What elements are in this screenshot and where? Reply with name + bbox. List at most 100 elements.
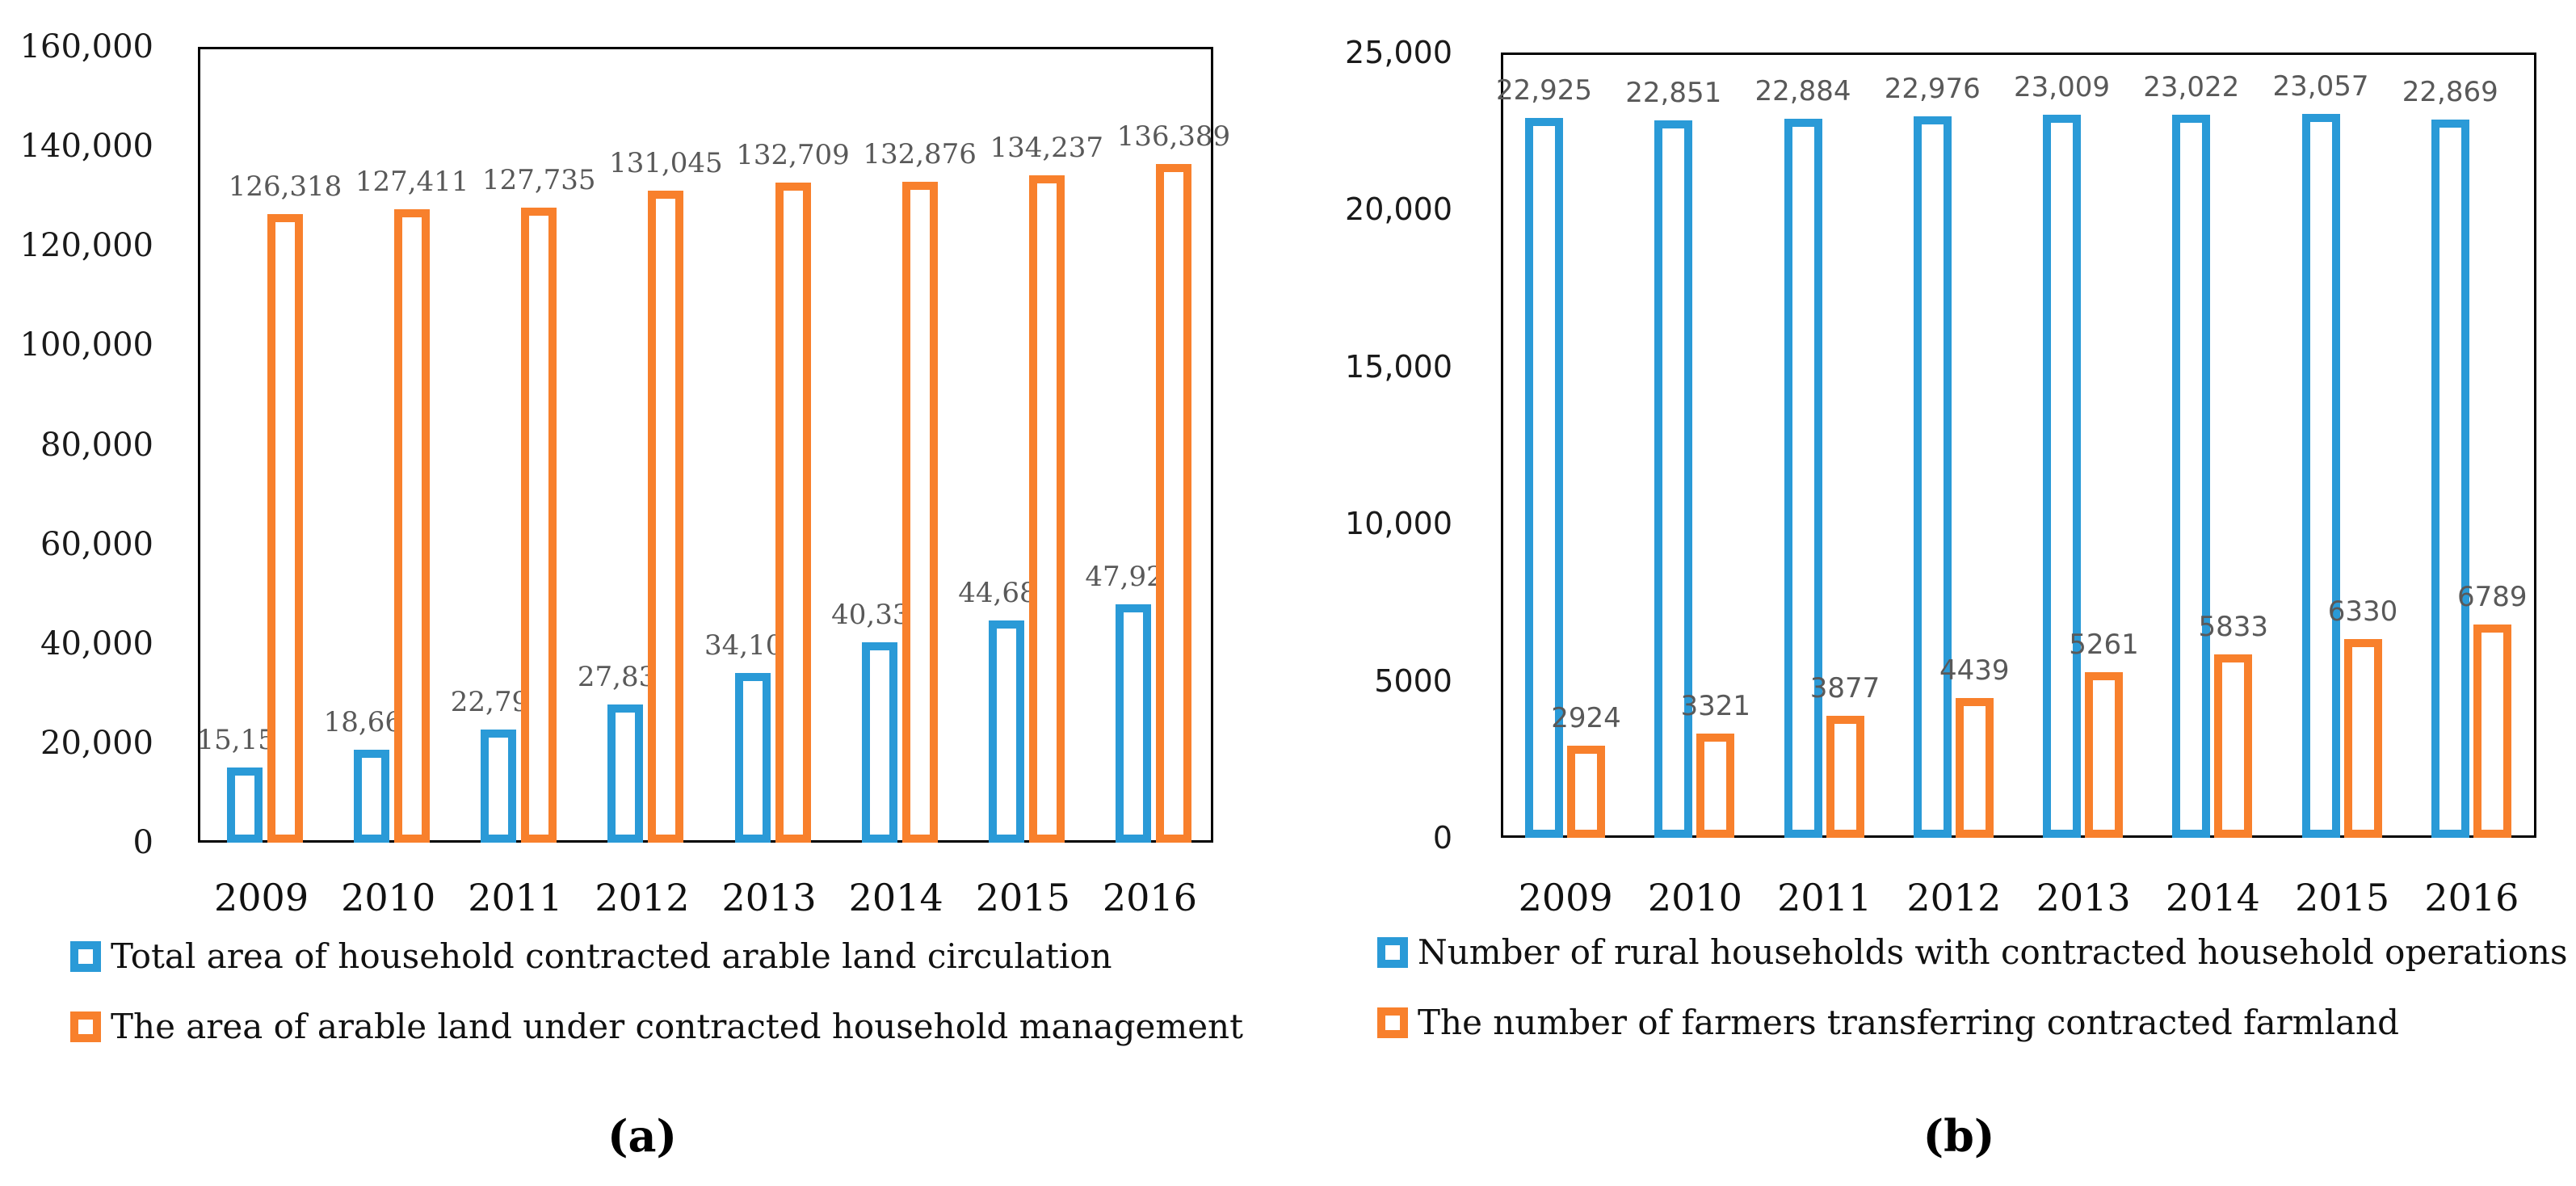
bar-value-label: 23,057 <box>2272 69 2369 103</box>
legend-label: The number of farmers transferring contr… <box>1418 1003 2399 1042</box>
bar-orange-2013 <box>775 183 811 843</box>
legend-swatch-blue <box>70 941 101 972</box>
bar-blue-2010 <box>354 750 390 843</box>
bar-value-label: 4439 <box>1939 654 2010 688</box>
legend-swatch-orange <box>1377 1007 1408 1038</box>
bar-orange-2010 <box>394 208 431 843</box>
y-axis-tick-label: 5000 <box>1374 662 1452 699</box>
bar-orange-2010 <box>1696 733 1735 838</box>
bar-value-label: 132,709 <box>736 139 850 171</box>
bar-blue-2010 <box>1654 120 1693 838</box>
y-axis-tick-label: 25,000 <box>1345 35 1452 70</box>
y-axis-tick-label: 0 <box>132 824 153 861</box>
x-axis-tick-label: 2009 <box>1518 876 1613 919</box>
bar-orange-2011 <box>1826 716 1864 838</box>
chart-caption-b: (b) <box>1923 1110 1995 1162</box>
y-axis-tick-label: 60,000 <box>40 525 153 563</box>
y-axis-tick-label: 0 <box>1432 820 1452 856</box>
bar-value-label: 5261 <box>2069 629 2139 662</box>
y-axis-tick-label: 80,000 <box>40 426 153 464</box>
y-axis-tick-label: 10,000 <box>1345 506 1452 542</box>
x-axis-tick-label: 2012 <box>595 876 690 919</box>
bar-blue-2016 <box>2431 119 2469 838</box>
x-axis-tick-label: 2012 <box>1906 876 2002 919</box>
bar-value-label: 22,925 <box>1496 74 1592 107</box>
bar-value-label: 131,045 <box>609 147 723 180</box>
legend-swatch-blue <box>1377 937 1408 968</box>
bar-value-label: 6789 <box>2456 581 2528 614</box>
bar-value-label: 22,884 <box>1754 75 1851 108</box>
bar-value-label: 127,735 <box>481 163 596 196</box>
bar-blue-2015 <box>2301 113 2340 838</box>
x-axis-tick-label: 2011 <box>1777 876 1872 919</box>
bar-blue-2011 <box>481 729 517 843</box>
x-axis-tick-label: 2015 <box>2295 876 2390 919</box>
y-axis-tick-label: 100,000 <box>19 326 153 364</box>
bar-blue-2012 <box>607 704 644 843</box>
bar-orange-2014 <box>901 181 938 843</box>
x-axis-tick-label: 2010 <box>341 876 436 919</box>
x-axis-tick-label: 2010 <box>1647 876 1742 919</box>
x-axis-tick-label: 2013 <box>2036 876 2131 919</box>
legend-label: The area of arable land under contracted… <box>111 1007 1243 1046</box>
bar-value-label: 3877 <box>1809 672 1881 705</box>
bar-value-label: 23,009 <box>2014 71 2110 104</box>
x-axis-tick-label: 2014 <box>848 876 943 919</box>
bar-value-label: 22,869 <box>2402 75 2498 108</box>
legend-item-blue: Number of rural households with contract… <box>1377 933 2568 972</box>
bar-value-label: 22,851 <box>1625 76 1722 109</box>
bar-blue-2009 <box>227 767 263 843</box>
bar-value-label: 2924 <box>1551 702 1621 735</box>
y-axis-tick-label: 120,000 <box>19 227 153 265</box>
chart-caption-a: (a) <box>607 1110 678 1162</box>
bar-blue-2015 <box>988 620 1024 843</box>
bar-value-label: 6330 <box>2327 595 2398 628</box>
legend-label: Number of rural households with contract… <box>1418 932 2568 972</box>
bar-orange-2014 <box>2214 654 2253 838</box>
x-axis-tick-label: 2014 <box>2165 876 2260 919</box>
bar-blue-2013 <box>2043 115 2081 838</box>
bar-orange-2016 <box>1155 164 1191 843</box>
bar-value-label: 127,411 <box>355 165 469 198</box>
x-axis-tick-label: 2015 <box>975 876 1070 919</box>
legend-item-blue: Total area of household contracted arabl… <box>70 937 1112 976</box>
bar-value-label: 126,318 <box>228 170 342 204</box>
bar-blue-2016 <box>1115 604 1151 843</box>
bar-orange-2015 <box>1028 175 1065 843</box>
y-axis-tick-label: 140,000 <box>19 128 153 166</box>
bar-orange-2012 <box>648 191 684 843</box>
y-axis-tick-label: 20,000 <box>40 724 153 762</box>
y-axis-tick-label: 20,000 <box>1345 191 1452 228</box>
bar-blue-2009 <box>1525 117 1563 838</box>
x-axis-tick-label: 2009 <box>214 876 309 919</box>
y-axis-tick-label: 40,000 <box>40 625 153 662</box>
bar-orange-2009 <box>267 214 303 843</box>
bar-value-label: 23,022 <box>2143 70 2240 103</box>
bar-value-label: 134,237 <box>990 131 1104 164</box>
bar-orange-2016 <box>2473 625 2511 838</box>
bar-value-label: 22,976 <box>1884 72 1981 105</box>
x-axis-tick-label: 2013 <box>721 876 817 919</box>
legend-item-orange: The area of arable land under contracted… <box>70 1007 1243 1046</box>
bar-blue-2014 <box>2172 114 2211 838</box>
bar-blue-2011 <box>1784 119 1822 838</box>
bar-blue-2014 <box>861 641 897 843</box>
bar-orange-2015 <box>2343 638 2382 838</box>
bar-orange-2009 <box>1567 746 1605 838</box>
x-axis-tick-label: 2016 <box>2424 876 2519 919</box>
bar-orange-2011 <box>521 207 557 843</box>
x-axis-tick-label: 2011 <box>468 876 563 919</box>
bar-value-label: 132,876 <box>863 137 977 170</box>
bar-orange-2012 <box>1955 698 1994 838</box>
bar-blue-2013 <box>734 673 771 843</box>
bar-orange-2013 <box>2085 672 2123 838</box>
legend-item-orange: The number of farmers transferring contr… <box>1377 1003 2399 1042</box>
legend-swatch-orange <box>70 1011 101 1042</box>
y-axis-tick-label: 15,000 <box>1345 348 1452 385</box>
bar-value-label: 5833 <box>2198 611 2269 644</box>
bar-value-label: 136,389 <box>1116 120 1231 154</box>
x-axis-tick-label: 2016 <box>1102 876 1197 919</box>
